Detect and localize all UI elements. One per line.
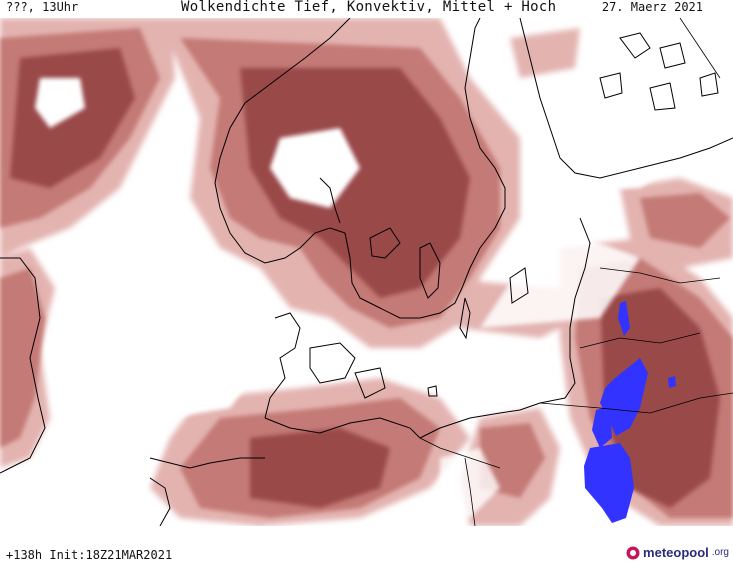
- meteopool-logo-icon: [626, 546, 640, 559]
- cloud-density-map: [0, 18, 733, 526]
- convective-blue-patches: [584, 301, 676, 523]
- weekday-time-label: ???, 13Uhr: [6, 0, 79, 14]
- clear-sky-regions: [35, 78, 700, 518]
- forecast-date: 27. Maerz 2021: [601, 0, 703, 14]
- map-canvas: [0, 18, 733, 526]
- coastlines: [0, 18, 733, 526]
- meteopool-logo[interactable]: meteopool .org: [626, 545, 729, 560]
- map-footer: +138h Init:18Z21MAR2021 meteopool .org: [0, 526, 733, 566]
- cloud-layer-dark: [10, 48, 720, 508]
- map-header: ???, 13Uhr Wolkendichte Tief, Konvektiv,…: [0, 0, 733, 18]
- logo-tld: .org: [711, 547, 729, 558]
- forecast-init-label: +138h Init:18Z21MAR2021: [6, 548, 173, 562]
- map-title: Wolkendichte Tief, Konvektiv, Mittel + H…: [181, 0, 557, 15]
- logo-text: meteopool: [643, 545, 709, 560]
